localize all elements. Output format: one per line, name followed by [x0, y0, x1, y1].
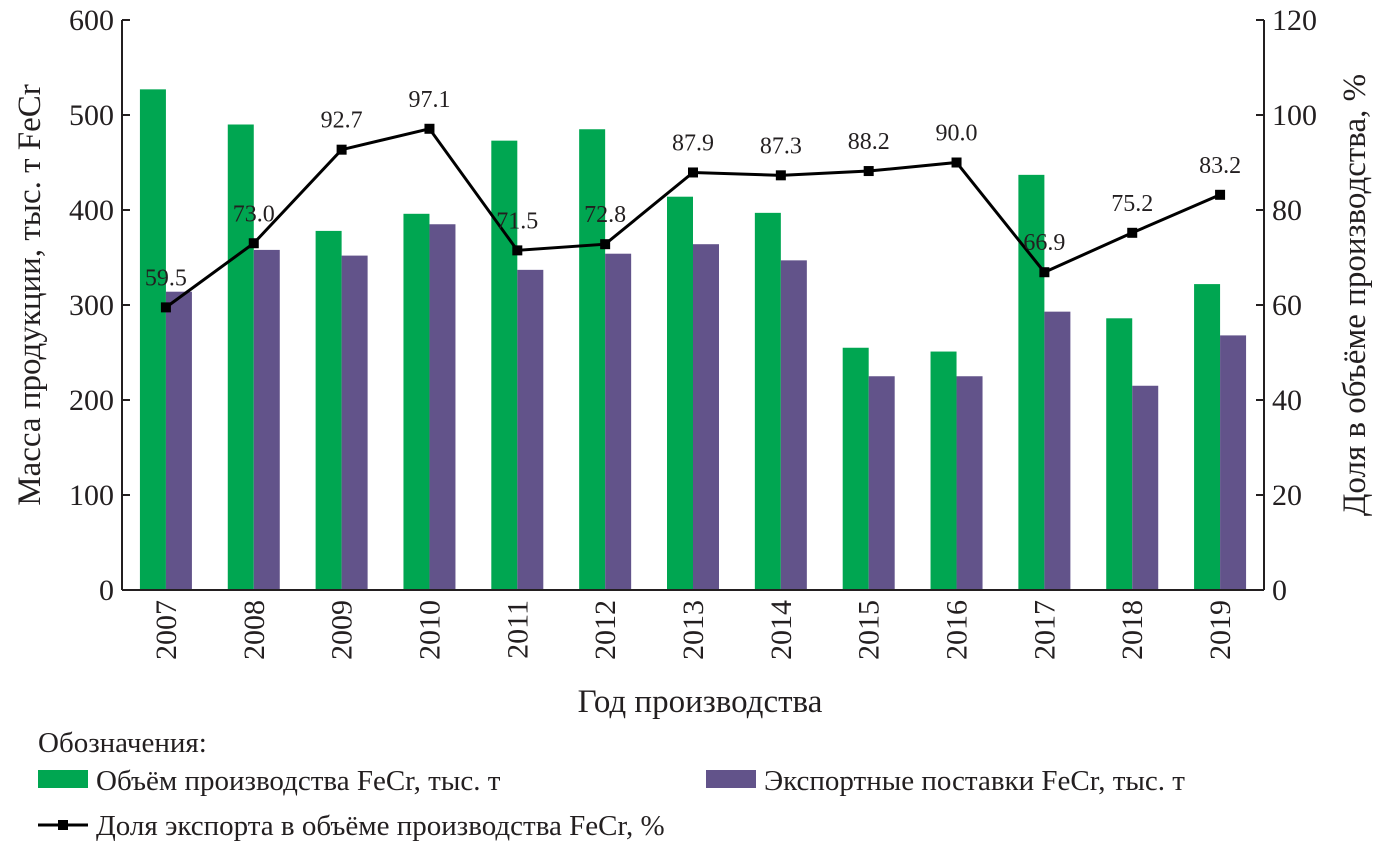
x-tick-label: 2010 — [413, 600, 446, 660]
y-tick-label-left: 100 — [69, 479, 114, 512]
bar-export-2010 — [429, 224, 456, 590]
bar-export-2012 — [605, 253, 632, 590]
export-share-marker-2013 — [688, 167, 698, 178]
x-axis-label: Год производства — [578, 684, 823, 720]
bar-production-2013 — [667, 196, 693, 590]
data-label-2012: 72.8 — [584, 202, 626, 228]
x-tick-label: 2011 — [501, 600, 534, 659]
legend-label-export: Экспортные поставки FeCr, тыс. т — [764, 765, 1185, 797]
y-tick-label-left: 600 — [69, 4, 114, 37]
y-axis-label-left: Масса продукции, тыс. т FeCr — [12, 84, 48, 506]
bar-production-2018 — [1106, 318, 1133, 590]
bar-production-2016 — [930, 351, 957, 590]
export-share-marker-2018 — [1127, 227, 1138, 238]
bar-production-2008 — [227, 124, 254, 590]
bar-export-2008 — [253, 249, 280, 590]
y-tick-label-left: 400 — [69, 194, 114, 227]
export-share-marker-2009 — [336, 144, 347, 155]
export-share-marker-2016 — [951, 157, 962, 168]
data-label-2013: 87.9 — [672, 130, 714, 156]
bar-export-2013 — [693, 244, 719, 590]
y-tick-label-left: 200 — [69, 384, 114, 417]
x-tick-label: 2007 — [150, 600, 183, 660]
x-tick-label: 2009 — [326, 600, 359, 660]
x-tick-label: 2015 — [853, 600, 886, 660]
x-tick-label: 2014 — [765, 600, 798, 660]
bar-export-2017 — [1044, 311, 1071, 590]
x-tick-label: 2019 — [1204, 600, 1237, 660]
y-tick-label-right: 120 — [1272, 4, 1317, 37]
y-tick-label-right: 60 — [1272, 289, 1302, 322]
y-tick-label-right: 0 — [1272, 574, 1287, 607]
data-label-2018: 75.2 — [1111, 191, 1153, 217]
export-share-marker-2015 — [863, 166, 874, 177]
data-label-2011: 71.5 — [496, 208, 538, 234]
y-tick-label-left: 500 — [69, 99, 114, 132]
bar-export-2007 — [165, 291, 192, 590]
data-label-2014: 87.3 — [760, 133, 802, 159]
export-share-marker-2011 — [512, 245, 523, 256]
legend-swatch-production — [38, 770, 88, 788]
bar-production-2014 — [754, 212, 781, 590]
x-tick-label: 2008 — [238, 600, 271, 660]
data-label-2007: 59.5 — [145, 265, 187, 291]
legend-label-production: Объём производства FeCr, тыс. т — [96, 765, 501, 797]
legend-label-share: Доля экспорта в объёме производства FeCr… — [96, 810, 665, 842]
export-share-marker-2007 — [160, 302, 171, 313]
bar-export-2011 — [517, 269, 544, 590]
y-tick-label-right: 40 — [1272, 384, 1302, 417]
bar-export-2014 — [780, 260, 807, 590]
bar-production-2015 — [842, 347, 869, 590]
data-label-2016: 90.0 — [936, 121, 978, 147]
bar-production-2009 — [315, 230, 342, 590]
x-tick-label: 2018 — [1116, 600, 1149, 660]
x-tick-label: 2012 — [589, 600, 622, 660]
bar-export-2018 — [1132, 385, 1159, 590]
export-share-marker-2008 — [248, 238, 259, 249]
y-axis-label-right: Доля в объёме производства, % — [1337, 74, 1373, 516]
bar-production-2010 — [403, 213, 430, 591]
bar-export-2015 — [868, 376, 895, 590]
x-tick-label: 2017 — [1028, 600, 1061, 660]
data-label-2008: 73.0 — [233, 201, 275, 227]
bar-production-2012 — [579, 129, 606, 590]
export-share-marker-2014 — [775, 170, 786, 181]
export-share-marker-2019 — [1215, 189, 1226, 200]
x-tick-label: 2013 — [677, 600, 710, 660]
bar-production-2019 — [1194, 284, 1221, 590]
y-tick-label-right: 100 — [1272, 99, 1317, 132]
bar-production-2007 — [139, 89, 166, 590]
y-tick-label-right: 20 — [1272, 479, 1302, 512]
y-tick-label-left: 0 — [99, 574, 114, 607]
legend-swatch-share-marker — [58, 820, 68, 830]
bar-export-2009 — [341, 255, 368, 590]
y-tick-label-left: 300 — [69, 289, 114, 322]
legend-swatch-export — [706, 770, 756, 788]
export-share-marker-2010 — [424, 123, 435, 134]
data-label-2015: 88.2 — [848, 129, 890, 155]
bar-production-2011 — [491, 140, 518, 590]
export-share-marker-2017 — [1039, 267, 1050, 278]
bar-export-2016 — [956, 376, 983, 590]
data-label-2010: 97.1 — [408, 87, 450, 113]
y-tick-label-right: 80 — [1272, 194, 1302, 227]
bar-export-2019 — [1220, 335, 1247, 590]
data-label-2009: 92.7 — [321, 108, 363, 134]
data-label-2017: 66.9 — [1023, 230, 1065, 256]
legend-title: Обозначения: — [38, 727, 207, 759]
export-share-marker-2012 — [600, 239, 611, 250]
x-tick-label: 2016 — [941, 600, 974, 660]
data-label-2019: 83.2 — [1199, 153, 1241, 179]
